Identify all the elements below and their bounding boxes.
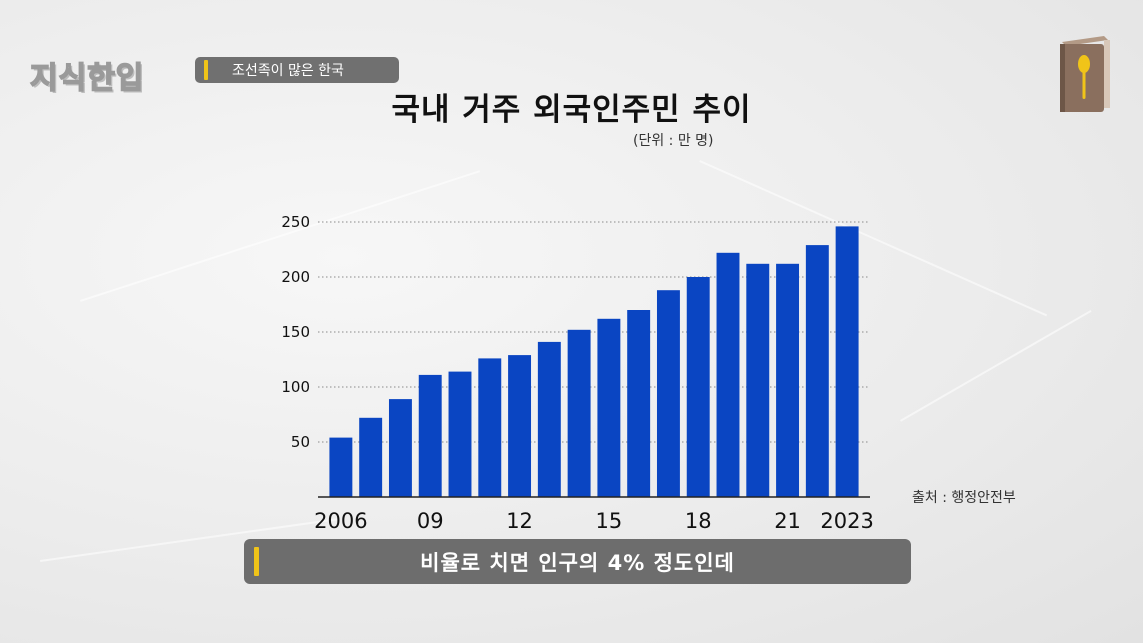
bar (776, 263, 800, 497)
y-tick-label: 50 (291, 433, 310, 451)
y-tick-label: 200 (281, 268, 310, 286)
caption-text: 비율로 치면 인구의 4% 정도인데 (420, 550, 735, 575)
bar (359, 417, 383, 497)
bar (478, 358, 502, 497)
channel-logo: 지식한입 (29, 56, 190, 97)
chart-unit: (단위 : 만 명) (633, 133, 714, 149)
bar (835, 226, 859, 497)
x-tick-label: 2023 (820, 509, 873, 533)
bar (716, 252, 740, 497)
x-tick-label: 15 (596, 509, 623, 533)
x-tick-label: 2006 (314, 509, 367, 533)
bar (508, 355, 532, 497)
x-tick-label: 21 (774, 509, 801, 533)
y-tick-label: 150 (281, 323, 310, 341)
x-tick-label: 09 (417, 509, 444, 533)
caption-accent-bar (254, 547, 259, 576)
source-note: 출처 : 행정안전부 (912, 490, 1016, 506)
bar (388, 399, 412, 497)
bar (567, 329, 591, 497)
chart-title: 국내 거주 외국인주민 추이 (391, 92, 752, 128)
topic-label: 조선족이 많은 한국 (232, 63, 344, 79)
bar (686, 277, 710, 497)
x-tick-label: 18 (685, 509, 712, 533)
logo-text: 지식한입 (29, 60, 145, 97)
bar (805, 245, 829, 497)
book-spoon-icon (1060, 36, 1110, 112)
y-tick-label: 100 (281, 378, 310, 396)
bar (329, 437, 353, 497)
bar (627, 310, 651, 497)
x-tick-label: 12 (506, 509, 533, 533)
topic-pill: 조선족이 많은 한국 (195, 57, 399, 83)
subtitle-caption: 비율로 치면 인구의 4% 정도인데 (244, 539, 911, 584)
bar (448, 371, 472, 497)
topic-accent-bar (204, 60, 208, 80)
bar (656, 290, 680, 497)
bar (597, 318, 621, 497)
bar (537, 341, 561, 497)
bar (746, 263, 770, 497)
y-tick-label: 250 (281, 213, 310, 231)
bar (418, 374, 442, 497)
